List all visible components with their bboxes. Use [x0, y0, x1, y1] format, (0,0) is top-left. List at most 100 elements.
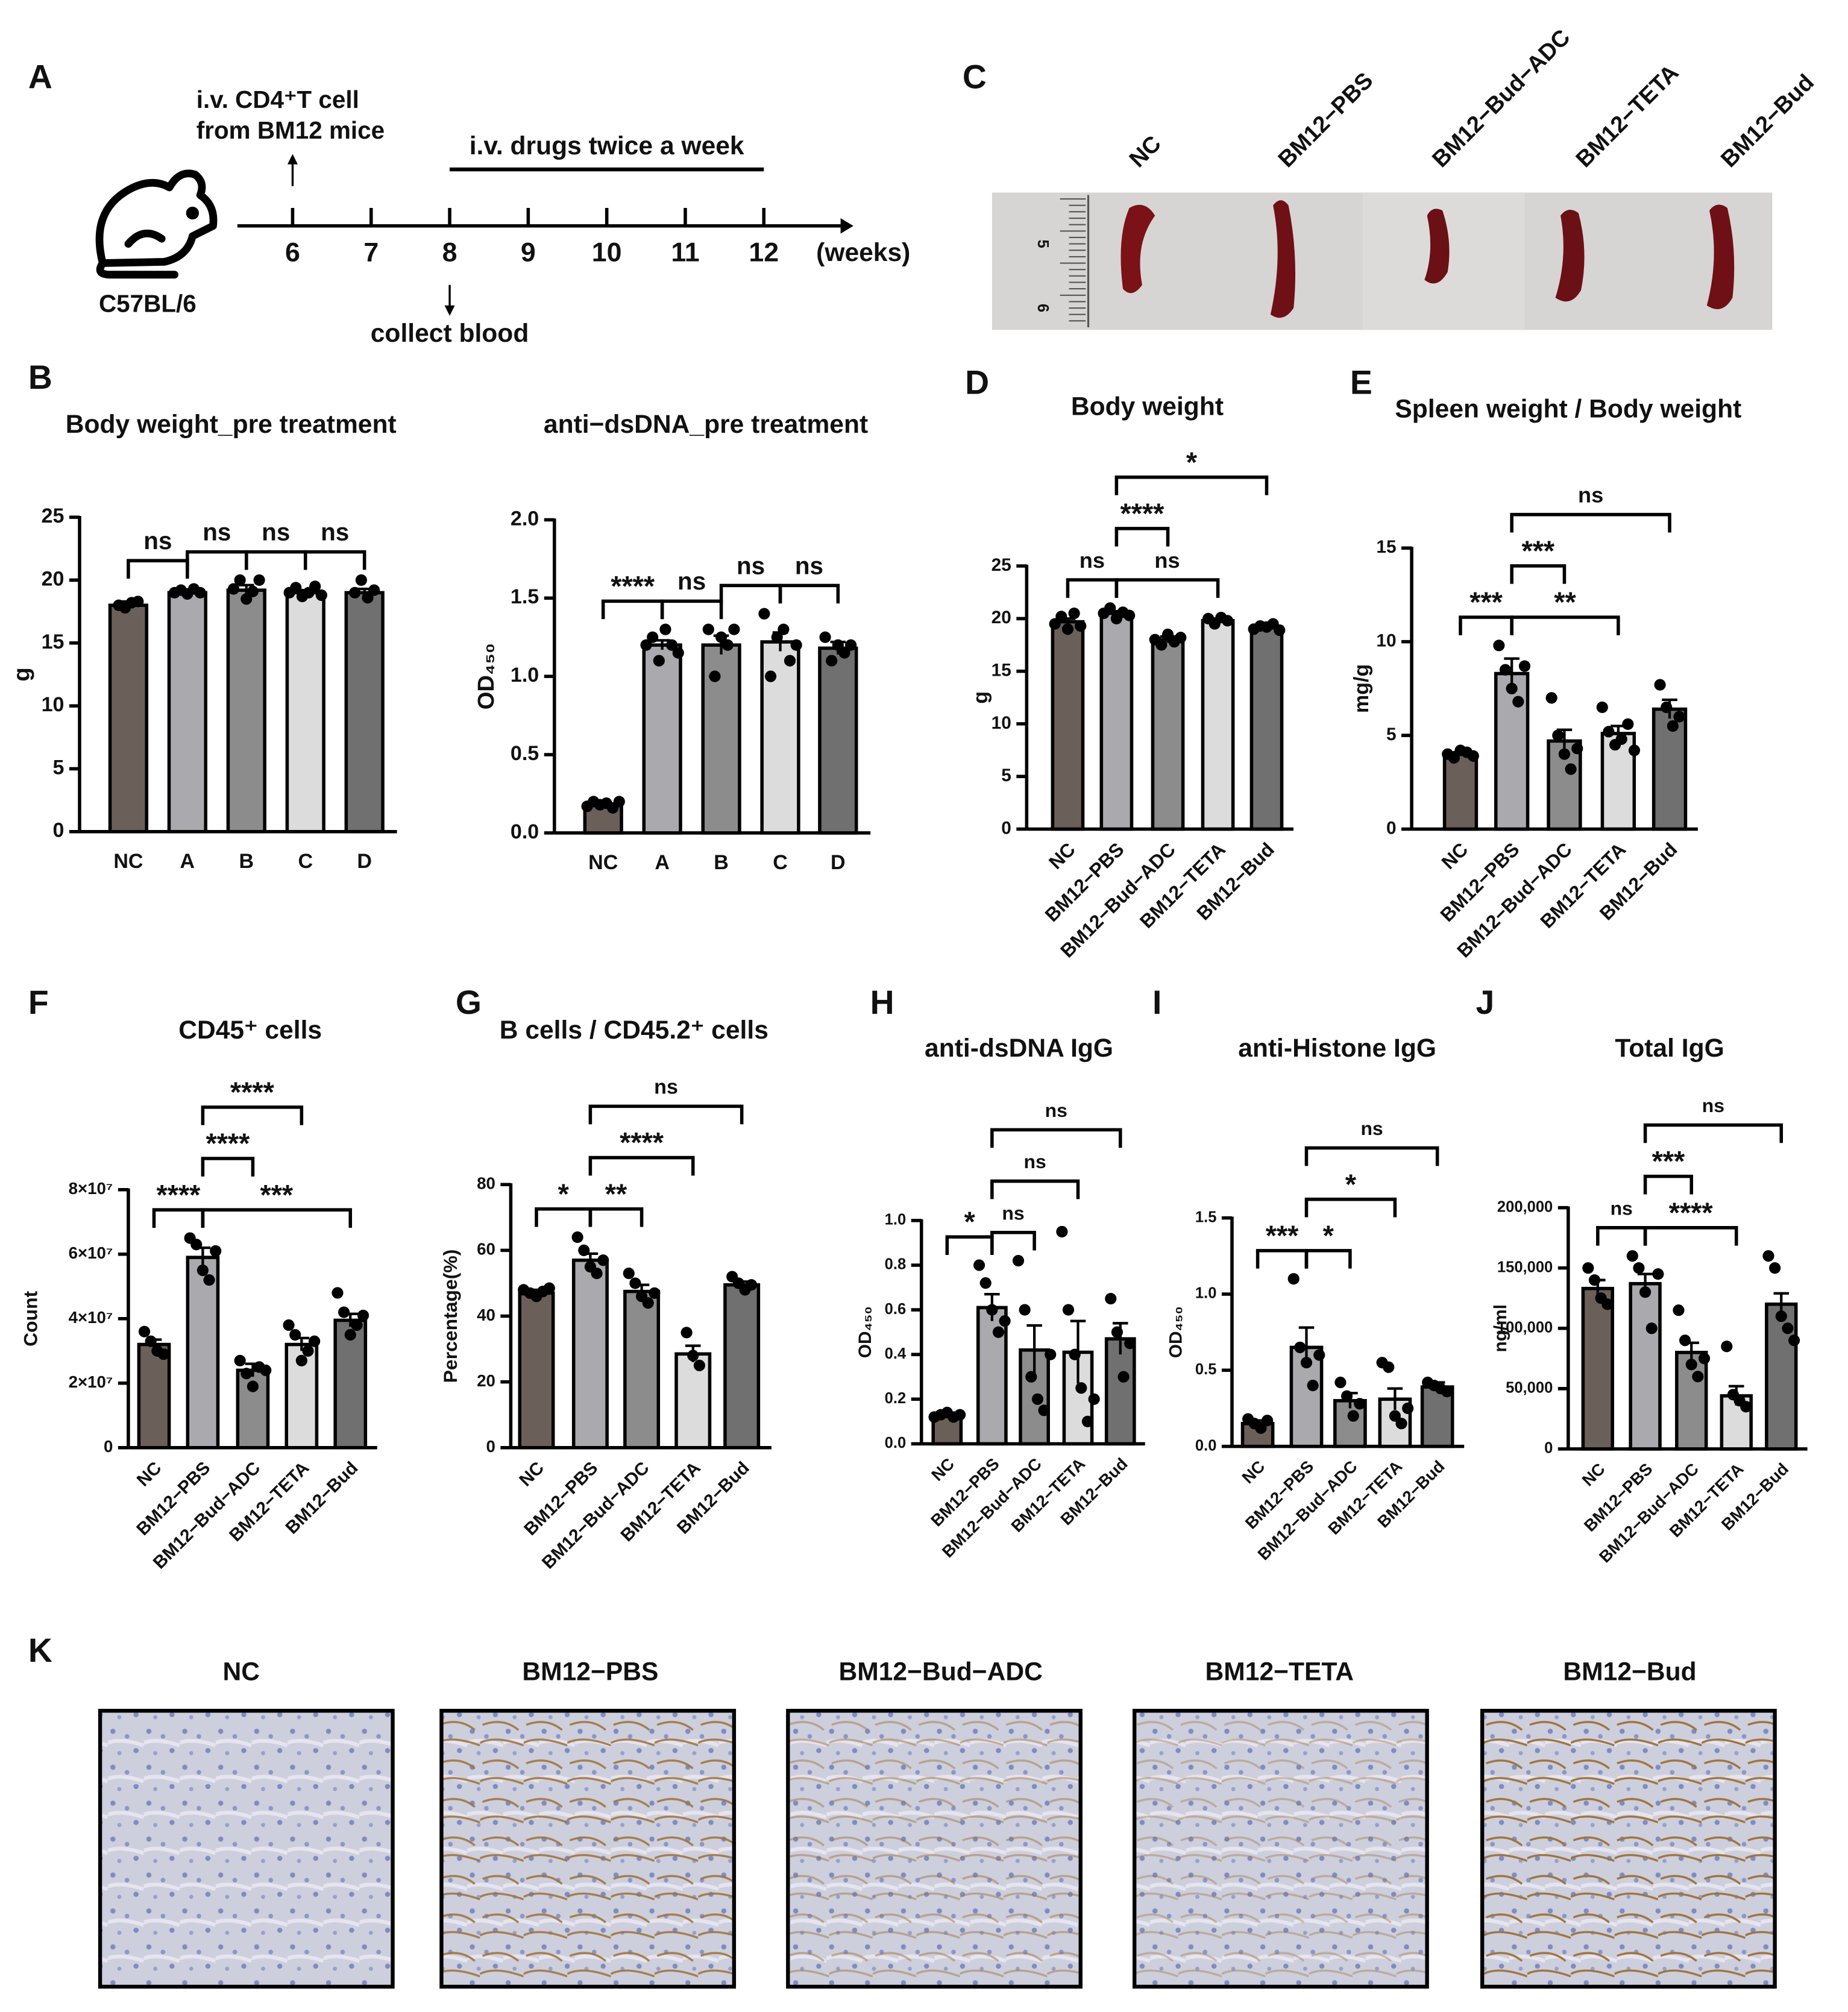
mouse-icon — [95, 169, 218, 279]
data-point — [1633, 1262, 1645, 1274]
histology-stain — [441, 1711, 734, 1987]
timeline-arrow — [840, 218, 853, 234]
data-point — [1105, 1292, 1117, 1305]
data-point — [1512, 696, 1524, 708]
significance-label: ns — [1045, 1099, 1067, 1121]
week-label: 12 — [749, 237, 779, 267]
data-point — [647, 631, 659, 643]
data-point — [295, 1354, 307, 1366]
y-axis-label: g — [969, 691, 992, 704]
data-point — [642, 1297, 654, 1309]
data-point — [1307, 1379, 1319, 1392]
significance-bracket — [588, 1155, 695, 1176]
chart-title: Body weight_pre treatment — [66, 410, 397, 439]
ruler-label: 5 — [1034, 239, 1051, 248]
photo-group-label: NC — [1124, 131, 1166, 173]
y-tick-label: 6×10⁷ — [69, 1243, 113, 1262]
significance-bracket — [201, 1157, 255, 1177]
bar — [108, 603, 149, 834]
significance-label: * — [964, 1206, 975, 1237]
week-label: 6 — [285, 237, 300, 267]
data-point — [1038, 1404, 1050, 1416]
error-bar — [1387, 1387, 1403, 1410]
data-point — [973, 1259, 985, 1271]
bar — [674, 1352, 712, 1450]
y-axis-label: Percentage(%) — [439, 1250, 461, 1383]
data-point — [283, 1319, 295, 1331]
panel-label: H — [870, 984, 894, 1021]
significance-label: ns — [1024, 1151, 1046, 1172]
data-point — [1582, 1262, 1594, 1274]
significance-label: **** — [230, 1077, 275, 1108]
data-point — [253, 574, 265, 586]
x-tick-label: C — [298, 850, 313, 873]
data-point — [709, 670, 721, 682]
data-point — [247, 585, 259, 597]
data-point — [591, 1268, 603, 1280]
bar — [1652, 707, 1688, 831]
chart-title: B cells / CD45.2⁺ cells — [500, 1016, 768, 1045]
bar — [701, 643, 741, 835]
significance-label: **** — [157, 1179, 201, 1210]
bar — [1104, 1337, 1136, 1446]
data-point — [1654, 679, 1666, 691]
data-point — [357, 1309, 369, 1322]
data-point — [790, 639, 802, 651]
ruler-label: 6 — [1034, 304, 1051, 312]
histology-stain — [788, 1711, 1081, 1987]
x-tick-label: NC — [588, 851, 618, 874]
data-point — [1347, 1410, 1359, 1422]
significance-label: ns — [1360, 1118, 1383, 1139]
data-point — [1652, 1268, 1664, 1280]
significance-label: ns — [1702, 1095, 1724, 1116]
data-point — [302, 1345, 314, 1357]
bar — [1494, 671, 1530, 831]
y-tick-label: 5 — [1386, 725, 1397, 744]
bar — [623, 1289, 661, 1450]
data-point — [1622, 718, 1634, 730]
y-axis-label: Count — [20, 1291, 42, 1347]
y-tick-label: 100,000 — [1497, 1319, 1553, 1336]
y-tick-label: 80 — [477, 1174, 495, 1193]
data-point — [778, 623, 790, 635]
data-point — [1255, 1422, 1267, 1434]
significance-bracket — [990, 1230, 1036, 1251]
significance-label: ns — [1002, 1202, 1024, 1224]
data-point — [979, 1277, 992, 1289]
significance-label: **** — [206, 1128, 250, 1159]
data-point — [1117, 1371, 1130, 1383]
significance-label: ns — [1611, 1197, 1633, 1219]
x-tick-label: NC — [928, 1454, 958, 1485]
data-point — [1056, 1225, 1068, 1237]
injection-label: from BM12 mice — [196, 116, 385, 144]
data-point — [832, 639, 844, 651]
y-tick-label: 0 — [486, 1437, 495, 1456]
significance-bracket — [1459, 615, 1513, 635]
data-point — [826, 655, 838, 667]
chart-title: anti-Histone IgG — [1238, 1034, 1436, 1063]
significance-bracket — [1114, 578, 1220, 598]
data-point — [728, 623, 740, 635]
significance-bracket — [186, 550, 248, 570]
y-tick-label: 1.0 — [1195, 1285, 1217, 1302]
significance-label: **** — [620, 1127, 664, 1158]
bar — [167, 591, 207, 834]
significance-bracket — [1643, 1123, 1784, 1143]
significance-bracket — [535, 1207, 592, 1227]
data-point — [1075, 1382, 1087, 1394]
data-point — [1402, 1402, 1414, 1415]
y-tick-label: 1.5 — [511, 585, 539, 608]
week-unit: (weeks) — [816, 238, 910, 267]
significance-label: ns — [677, 567, 706, 595]
bar — [344, 591, 385, 834]
x-tick-label: B — [239, 850, 254, 873]
y-tick-label: 15 — [42, 630, 64, 653]
y-tick-label: 0.8 — [885, 1256, 907, 1273]
x-tick-label: NC — [133, 1458, 166, 1491]
data-point — [784, 655, 796, 667]
data-point — [1124, 1338, 1136, 1350]
significance-bracket — [1304, 1146, 1439, 1166]
significance-bracket — [719, 583, 782, 604]
data-point — [1294, 1341, 1306, 1353]
y-axis-label: mg/g — [1350, 664, 1373, 713]
